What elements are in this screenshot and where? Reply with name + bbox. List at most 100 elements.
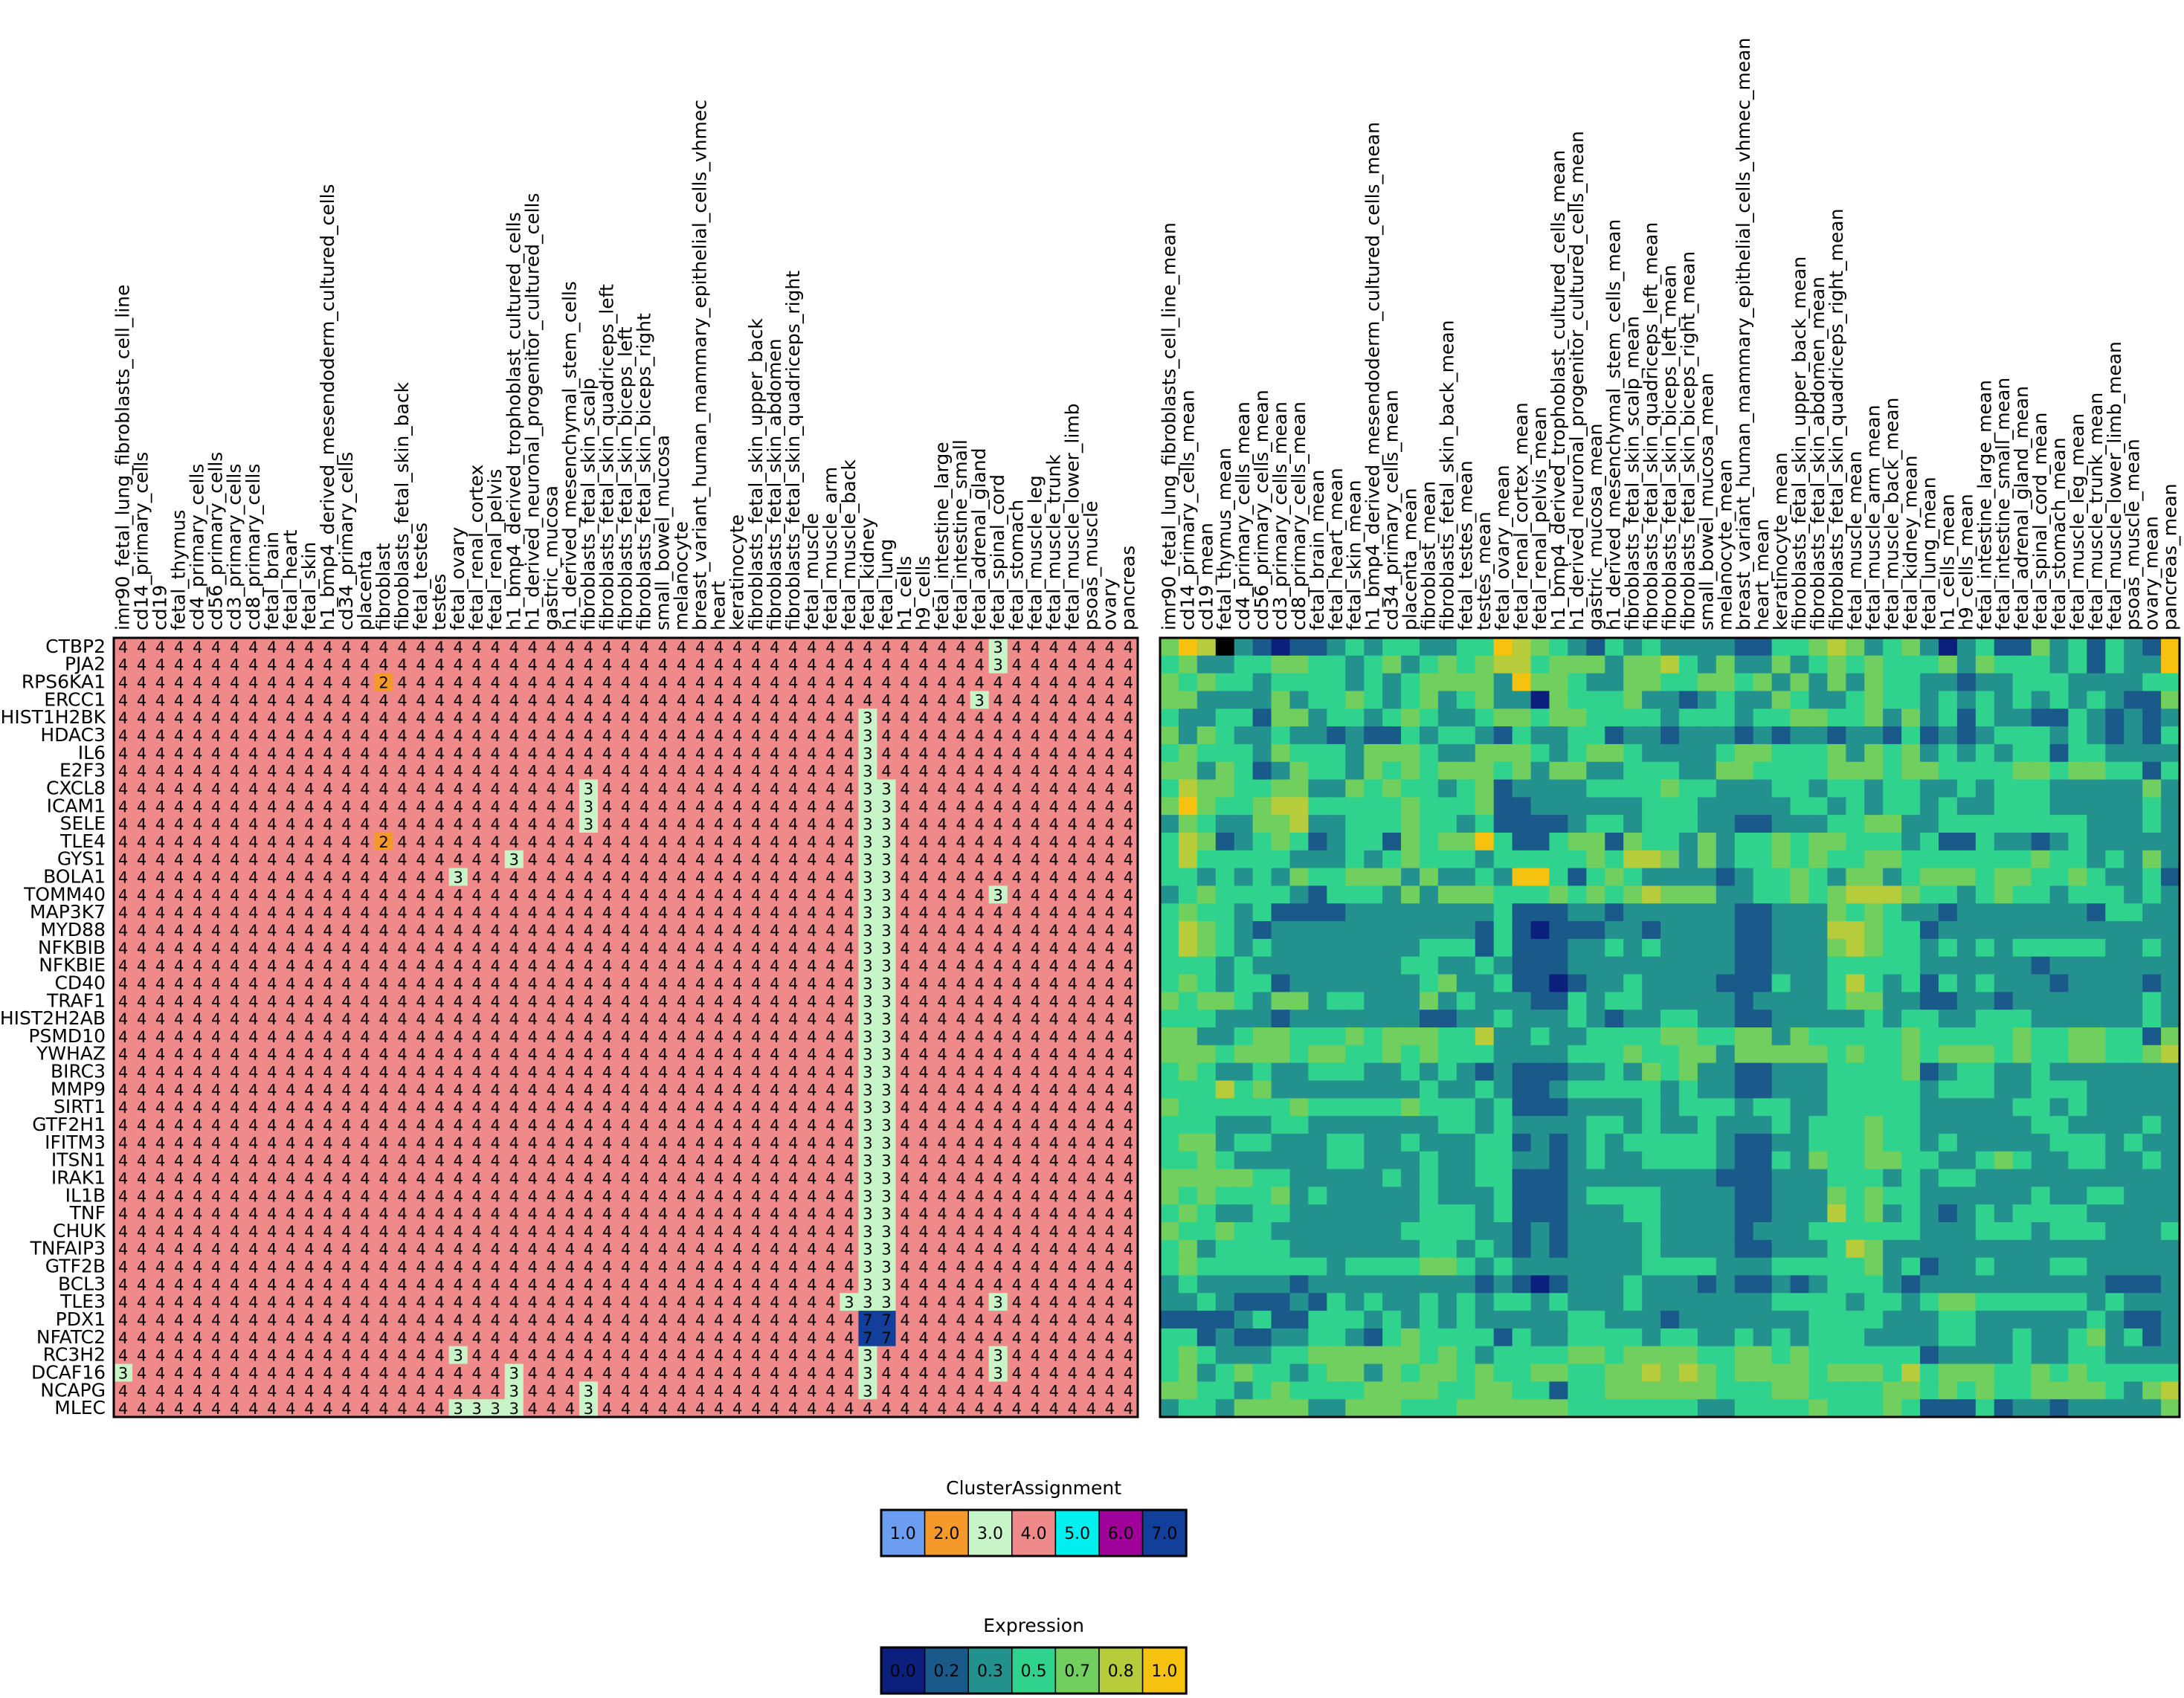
cluster-cell-label: 4	[1068, 958, 1077, 975]
cluster-cell-label: 4	[341, 940, 351, 958]
cluster-cell-label: 4	[993, 940, 1003, 958]
cluster-cell-label: 4	[937, 1152, 947, 1170]
cluster-cell-label: 4	[323, 886, 332, 904]
cluster-cell-label: 4	[658, 1046, 668, 1064]
cluster-cell-label: 4	[155, 1205, 165, 1223]
cluster-cell-label: 4	[193, 1169, 202, 1187]
cluster-cell-label: 4	[714, 1046, 724, 1064]
cluster-cell-label: 3	[993, 1347, 1003, 1365]
cluster-cell-label: 4	[807, 1241, 816, 1259]
cluster-cell-label: 4	[975, 922, 985, 940]
cluster-cell-label: 4	[844, 798, 854, 816]
cluster-cell-label: 4	[1105, 869, 1115, 887]
cluster-cell-label: 4	[695, 833, 705, 851]
cluster-cell	[877, 708, 896, 727]
cluster-cell-label: 3	[863, 922, 872, 940]
cluster-cell-label: 4	[1049, 1117, 1059, 1134]
cluster-cell-label: 4	[491, 780, 500, 798]
cluster-cell-label: 4	[732, 1081, 742, 1099]
cluster-cell-label: 4	[1068, 1276, 1077, 1294]
cluster-cell-label: 4	[491, 1117, 500, 1134]
cluster-cell-label: 4	[174, 1382, 184, 1400]
cluster-cell-label: 4	[248, 992, 258, 1010]
cluster-cell	[560, 726, 580, 745]
cluster-cell-label: 4	[491, 1187, 500, 1205]
cluster-cell-label: 4	[341, 1081, 351, 1099]
cluster-cell-label: 4	[584, 1205, 593, 1223]
cluster-cell-label: 4	[732, 1064, 742, 1082]
cluster-cell-label: 4	[267, 674, 277, 692]
cluster-cell-label: 4	[193, 1152, 202, 1170]
cluster-cell-label: 4	[491, 1294, 500, 1311]
cluster-cell-label: 4	[658, 1329, 668, 1347]
cluster-cell-label: 4	[621, 798, 631, 816]
cluster-cell	[1063, 708, 1083, 727]
cluster-cell-label: 4	[509, 958, 519, 975]
cluster-cell-label: 4	[788, 1259, 798, 1276]
cluster-cell	[1063, 726, 1083, 745]
cluster-cell-label: 4	[621, 1117, 631, 1134]
cluster-cell-label: 4	[416, 922, 425, 940]
cluster-cell-label: 4	[155, 709, 165, 727]
cluster-cell-label: 3	[844, 1294, 854, 1311]
cluster-cell-label: 4	[732, 1152, 742, 1170]
cluster-cell-label: 4	[658, 922, 668, 940]
cluster-cell-label: 4	[677, 1205, 686, 1223]
cluster-cell	[1100, 638, 1120, 656]
cluster-cell-label: 4	[193, 886, 202, 904]
cluster-cell-label: 4	[1124, 656, 1133, 674]
cluster-cell-label: 4	[788, 780, 798, 798]
cluster-cell-label: 4	[1049, 1294, 1059, 1311]
cluster-cell	[970, 655, 990, 674]
cluster-cell-label: 4	[770, 1134, 779, 1152]
cluster-cell-label: 4	[547, 798, 556, 816]
cluster-cell-label: 4	[286, 958, 295, 975]
cluster-cell-label: 4	[397, 639, 407, 656]
cluster-cell-label: 4	[937, 1329, 947, 1347]
cluster-cell	[635, 691, 654, 709]
cluster-cell-label: 4	[732, 1364, 742, 1382]
cluster-cell	[411, 708, 431, 727]
cluster-cell-label: 4	[397, 1382, 407, 1400]
cluster-cell-label: 4	[732, 1241, 742, 1259]
cluster-cell-label: 4	[584, 691, 593, 709]
cluster-cell-label: 4	[304, 1117, 314, 1134]
cluster-cell-label: 4	[937, 1382, 947, 1400]
cluster-cell-label: 4	[788, 1064, 798, 1082]
cluster-cell-label: 4	[230, 1081, 239, 1099]
cluster-cell	[635, 726, 654, 745]
cluster-cell	[318, 708, 338, 727]
cluster-cell-label: 4	[528, 763, 538, 781]
cluster-cell-label: 4	[248, 886, 258, 904]
cluster-cell-label: 4	[565, 1152, 575, 1170]
cluster-cell-label: 4	[491, 674, 500, 692]
cluster-cell-label: 4	[341, 780, 351, 798]
cluster-cell-label: 3	[881, 1046, 891, 1064]
cluster-cell	[411, 691, 431, 709]
cluster-cell-label: 4	[695, 940, 705, 958]
cluster-cell-label: 4	[472, 922, 482, 940]
cluster-cell-label: 4	[174, 851, 184, 869]
cluster-cell-label: 4	[434, 763, 444, 781]
cluster-cell-label: 4	[770, 992, 779, 1010]
cluster-cell-label: 4	[956, 1169, 965, 1187]
cluster-cell-label: 4	[1049, 1134, 1059, 1152]
cluster-cell-label: 4	[602, 816, 612, 833]
cluster-cell-label: 4	[118, 674, 128, 692]
cluster-cell-label: 4	[434, 674, 444, 692]
cluster-cell-label: 4	[1049, 763, 1059, 781]
cluster-cell	[709, 638, 729, 656]
cluster-cell-label: 4	[956, 1276, 965, 1294]
cluster-cell-label: 4	[993, 1259, 1003, 1276]
cluster-cell-label: 4	[1031, 691, 1040, 709]
cluster-cell-label: 4	[248, 1382, 258, 1400]
cluster-cell	[337, 638, 356, 656]
cluster-cell	[895, 708, 915, 727]
cluster-cell-label: 4	[788, 656, 798, 674]
cluster-column-labels: imr90_fetal_lung_fibroblasts_cell_linecd…	[112, 100, 1139, 630]
cluster-cell-label: 4	[565, 975, 575, 992]
cluster-cell-label: 4	[248, 1187, 258, 1205]
cluster-cell-label: 4	[416, 940, 425, 958]
cluster-cell-label: 4	[118, 639, 128, 656]
cluster-cell-label: 4	[844, 1311, 854, 1329]
